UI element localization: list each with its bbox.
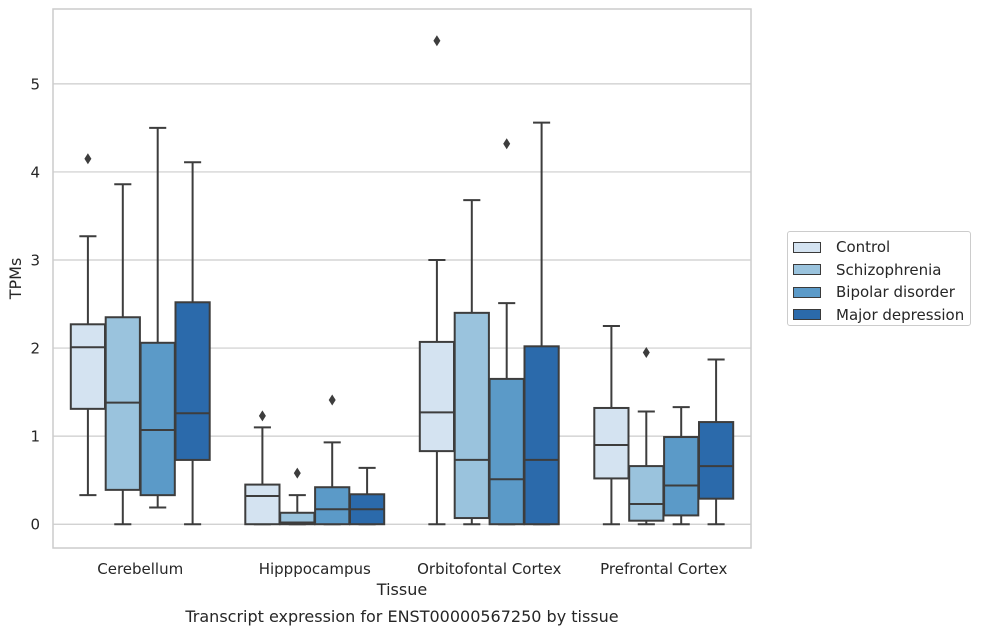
x-axis-label: Tissue [376, 580, 427, 599]
box-2-1 [314, 486, 351, 526]
outlier-point [433, 35, 441, 47]
legend-swatch [793, 286, 821, 298]
legend-label: Control [836, 238, 891, 257]
y-tick-label: 5 [30, 75, 40, 93]
box-3-0 [174, 301, 211, 461]
outlier-point [328, 394, 336, 406]
box-1-3 [628, 465, 665, 522]
outlier-point [258, 410, 266, 422]
legend-swatch [793, 309, 821, 321]
legend-label: Major depression [836, 305, 965, 324]
legend: Control Schizophrenia Bipolar disorder Majo… [787, 231, 971, 326]
box-0-2 [418, 340, 456, 453]
y-tick-label: 3 [30, 252, 40, 270]
legend-swatch [793, 264, 821, 276]
y-tick-label: 0 [30, 516, 40, 534]
chart-caption: Transcript expression for ENST0000056725… [184, 607, 618, 626]
box-0-1 [244, 483, 281, 526]
legend-swatch [793, 241, 821, 253]
box-3-3 [697, 421, 735, 500]
legend-item: Control [792, 236, 970, 259]
legend-item: Schizophrenia [792, 259, 970, 282]
box-0-3 [593, 406, 630, 480]
box-3-2 [523, 345, 560, 526]
outlier-point [503, 138, 511, 150]
legend-item: Bipolar disorder [792, 281, 970, 304]
y-axis-label: TPMs [6, 258, 25, 301]
outlier-point [293, 467, 301, 479]
box-2-0 [139, 341, 176, 497]
legend-item: Major depression [792, 304, 970, 327]
box-0-0 [69, 323, 107, 410]
box-2-3 [663, 436, 700, 517]
box-2-2 [488, 377, 525, 526]
x-tick-label: Cerebellum [97, 560, 183, 578]
x-tick-label: Orbitofontal Cortex [417, 560, 561, 578]
x-tick-label: Prefrontal Cortex [600, 560, 727, 578]
y-tick-label: 2 [30, 340, 40, 358]
plot-frame [52, 8, 752, 549]
outlier-point [84, 153, 92, 165]
x-tick-label: Hipppocampus [259, 560, 371, 578]
legend-label: Bipolar disorder [836, 283, 955, 302]
y-tick-label: 1 [30, 428, 40, 446]
y-tick-label: 4 [30, 163, 40, 181]
legend-label: Schizophrenia [836, 260, 942, 279]
outlier-point [642, 346, 650, 358]
box-1-2 [453, 311, 490, 520]
